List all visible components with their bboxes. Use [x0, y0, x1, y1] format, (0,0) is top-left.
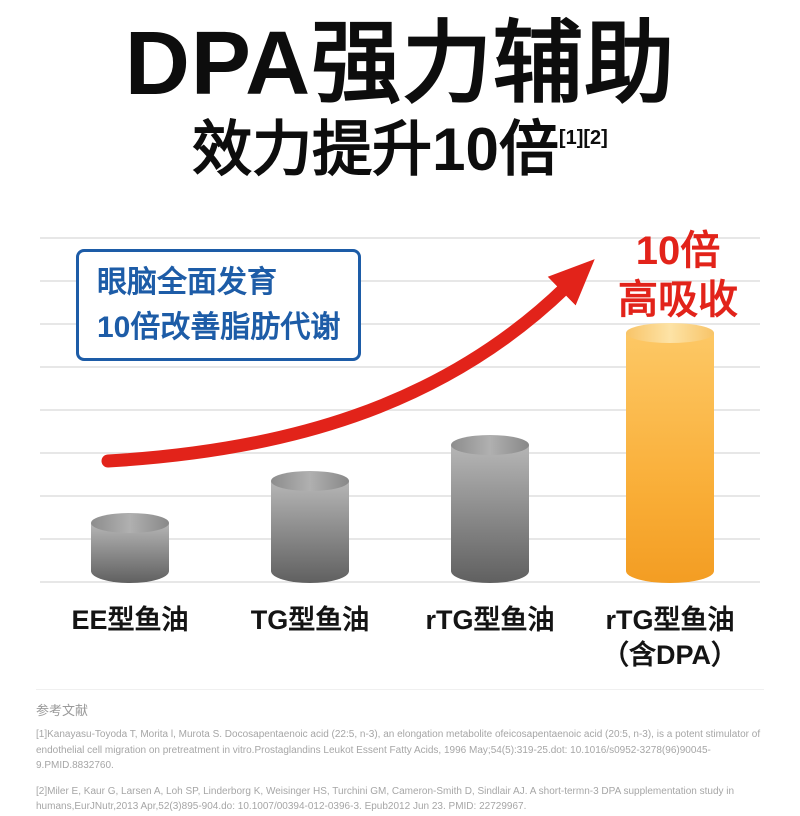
reference-1: [1]Kanayasu-Toyoda T, Morita l, Murota S… — [36, 729, 761, 772]
annotation-line2: 高吸收 — [618, 277, 738, 322]
bar-label-rtg: rTG型鱼油 — [425, 605, 555, 636]
bar-label-tg: TG型鱼油 — [250, 605, 370, 636]
bar-tg-fish-oil — [271, 471, 349, 584]
bar-label-ee: EE型鱼油 — [71, 605, 189, 636]
bar-rtg-fish-oil — [451, 435, 529, 584]
page-title: DPA强力辅助 — [124, 14, 676, 114]
subtitle-citation-marker: [1][2] — [558, 127, 608, 150]
bar-chart: 眼脑全面发育 10倍改善脂肪代谢 10倍 高吸收 — [40, 227, 760, 595]
highlight-annotation: 10倍 高吸收 — [618, 227, 738, 325]
bar-ee-fish-oil — [91, 513, 169, 584]
callout-box: 眼脑全面发育 10倍改善脂肪代谢 — [76, 249, 362, 362]
callout-line1: 眼脑全面发育 — [97, 266, 277, 300]
page-subtitle: 效力提升10倍[1][2] — [0, 117, 800, 183]
growth-arrow-icon — [101, 259, 595, 468]
infographic: DPA强力辅助 效力提升10倍[1][2] 眼脑全面发育 10倍改善脂肪代谢 1… — [0, 14, 800, 815]
bar-label-rtg-dpa: rTG型鱼油 （含DPA） — [601, 605, 738, 671]
annotation-line1: 10倍 — [635, 229, 721, 274]
references-section: 参考文献 [1]Kanayasu-Toyoda T, Morita l, Mur… — [36, 689, 764, 815]
references-heading: 参考文献 — [36, 703, 89, 719]
callout-line2: 10倍改善脂肪代谢 — [97, 311, 341, 345]
bar-labels: EE型鱼油 TG型鱼油 rTG型鱼油 rTG型鱼油 （含DPA） — [40, 603, 760, 673]
bar-rtg-dpa-fish-oil — [626, 323, 714, 584]
bar-series — [40, 323, 760, 584]
reference-2: [2]Miler E, Kaur G, Larsen A, Loh SP, Li… — [36, 785, 735, 813]
subtitle-text: 效力提升10倍 — [192, 116, 559, 184]
